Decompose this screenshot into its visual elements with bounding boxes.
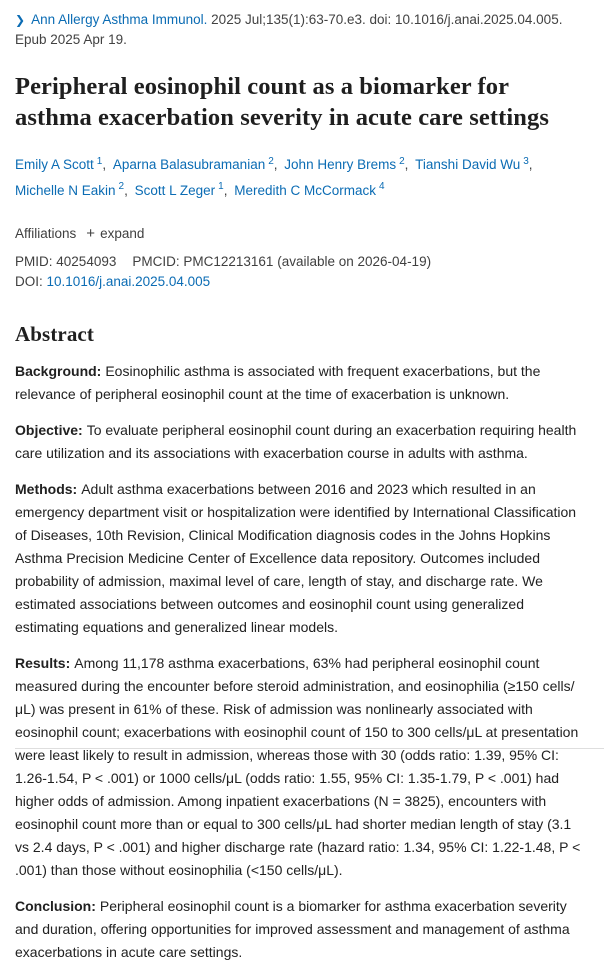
section-text: To evaluate peripheral eosinophil count …: [15, 421, 577, 461]
pmcid-group: PMCID: PMC12213161 (available on 2026-04…: [132, 252, 431, 272]
affiliations-row: Affiliations + expand: [15, 226, 588, 241]
author-item: Aparna Balasubramanian 2,: [112, 155, 284, 173]
section-text: Peripheral eosinophil count is a biomark…: [15, 897, 570, 960]
doi-link[interactable]: 10.1016/j.anai.2025.04.005: [46, 273, 211, 289]
doi-group: DOI: 10.1016/j.anai.2025.04.005: [15, 272, 210, 292]
citation-line: ❯ Ann Allergy Asthma Immunol. 2025 Jul;13…: [15, 10, 588, 49]
section-label: Objective:: [15, 421, 83, 438]
author-superscript[interactable]: 2: [399, 155, 405, 167]
section-label: Background:: [15, 362, 102, 379]
author-link[interactable]: Aparna Balasubramanian: [112, 157, 266, 173]
pmcid-availability-note: (available on 2026-04-19): [277, 253, 432, 269]
abstract-paragraph-methods: Methods: Adult asthma exacerbations betwe…: [15, 478, 588, 639]
abstract-paragraph-background: Background: Eosinophilic asthma is associ…: [15, 360, 588, 406]
author-link[interactable]: Michelle N Eakin: [15, 182, 116, 198]
author-separator: ,: [273, 157, 282, 173]
author-link[interactable]: John Henry Brems: [284, 157, 397, 173]
doi-label: DOI:: [15, 273, 43, 289]
pmcid-label: PMCID:: [132, 253, 180, 269]
section-divider: [15, 748, 604, 749]
author-separator: ,: [528, 157, 533, 173]
author-separator: ,: [102, 157, 110, 173]
author-superscript[interactable]: 1: [96, 155, 103, 167]
abstract-paragraph-objective: Objective: To evaluate peripheral eosinop…: [15, 419, 588, 465]
section-label: Methods:: [15, 480, 78, 497]
authors-list: Emily A Scott 1, Aparna Balasubramanian 2,…: [15, 151, 588, 202]
author-link[interactable]: Scott L Zeger: [134, 182, 216, 198]
author-superscript[interactable]: 2: [268, 155, 274, 167]
author-link[interactable]: Emily A Scott: [15, 157, 94, 173]
plus-icon: +: [86, 224, 96, 242]
author-superscript[interactable]: 1: [218, 181, 224, 193]
author-item: Tianshi David Wu 3,: [415, 155, 535, 173]
author-link[interactable]: Tianshi David Wu: [415, 157, 521, 173]
section-text: Eosinophilic asthma is associated with f…: [15, 362, 541, 402]
page-title: Peripheral eosinophil count as a biomark…: [15, 73, 550, 132]
author-superscript[interactable]: 3: [523, 155, 529, 167]
author-superscript[interactable]: 2: [118, 181, 125, 193]
identifiers-bar: PMID: 40254093 PMCID: PMC12213161 (avail…: [15, 252, 588, 292]
abstract-paragraph-conclusion: Conclusion: Peripheral eosinophil count i…: [15, 895, 588, 964]
author-item: John Henry Brems 2,: [284, 155, 415, 173]
citation-epub: Epub 2025 Apr 19.: [15, 32, 127, 47]
author-separator: ,: [223, 182, 232, 198]
pmid-group: PMID: 40254093: [15, 252, 116, 272]
journal-link[interactable]: Ann Allergy Asthma Immunol.: [31, 12, 208, 27]
abstract-heading: Abstract: [15, 321, 94, 346]
affiliations-label: Affiliations: [15, 225, 77, 241]
pmid-value: 40254093: [56, 253, 117, 269]
author-link[interactable]: Meredith C McCormack: [234, 182, 377, 198]
author-superscript[interactable]: 4: [379, 181, 385, 193]
expand-label: expand: [100, 225, 145, 241]
pmid-label: PMID:: [15, 253, 53, 269]
section-label: Results:: [15, 654, 71, 671]
pmcid-value: PMC12213161: [183, 253, 274, 269]
abstract-paragraph-results: Results: Among 11,178 asthma exacerbation…: [15, 652, 588, 882]
author-item: Michelle N Eakin 2,: [15, 181, 135, 198]
section-text: Adult asthma exacerbations between 2016 …: [15, 480, 577, 635]
chevron-right-icon: ❯: [15, 13, 26, 27]
author-separator: ,: [404, 157, 413, 173]
section-label: Conclusion:: [15, 897, 96, 914]
author-item: Meredith C McCormack 4: [234, 181, 387, 198]
expand-affiliations-button[interactable]: + expand: [86, 226, 144, 241]
author-separator: ,: [124, 182, 132, 198]
section-text: Among 11,178 asthma exacerbations, 63% h…: [15, 654, 581, 878]
author-item: Scott L Zeger 1,: [134, 181, 235, 198]
citation-details: 2025 Jul;135(1):63-70.e3. doi: 10.1016/j…: [211, 12, 563, 27]
abstract-section: Abstract Background: Eosinophilic asthma …: [15, 322, 588, 964]
author-item: Emily A Scott 1,: [15, 155, 113, 173]
